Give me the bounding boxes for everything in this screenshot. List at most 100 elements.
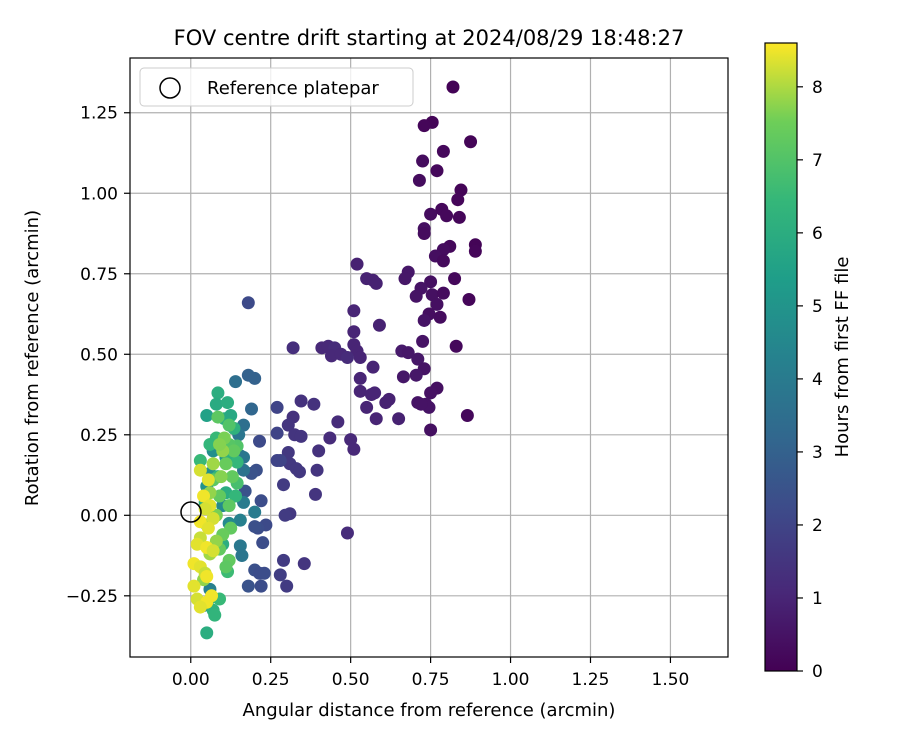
data-point <box>308 487 322 501</box>
data-point <box>460 408 474 422</box>
data-point <box>245 402 259 416</box>
data-point <box>411 352 425 366</box>
data-point <box>214 470 228 484</box>
data-point <box>276 478 290 492</box>
y-tick-label: 0.50 <box>80 345 118 365</box>
data-point <box>248 371 262 385</box>
data-point <box>340 526 354 540</box>
data-point <box>396 370 410 384</box>
data-point <box>430 297 444 311</box>
data-point <box>224 408 238 422</box>
reference-platepar-marker <box>180 501 202 523</box>
data-point <box>468 244 482 258</box>
data-point <box>412 173 426 187</box>
data-point <box>200 408 214 422</box>
colorbar: 0 1 2 3 4 5 6 7 8 Hours from first FF file <box>764 42 853 682</box>
data-point <box>369 276 383 290</box>
data-point <box>219 560 233 574</box>
data-point <box>281 446 295 460</box>
data-point <box>414 397 428 411</box>
data-point <box>248 505 262 519</box>
data-point <box>347 325 361 339</box>
data-point <box>324 349 338 363</box>
data-point <box>238 484 252 498</box>
data-point <box>430 164 444 178</box>
data-point <box>294 394 308 408</box>
data-point <box>312 444 326 458</box>
data-point <box>200 569 214 583</box>
x-tick-label: 0.75 <box>412 670 450 690</box>
data-point <box>276 553 290 567</box>
legend: Reference platepar <box>139 67 414 107</box>
data-point <box>307 397 321 411</box>
y-tick-label: 0.75 <box>80 265 118 285</box>
data-point <box>424 423 438 437</box>
data-point <box>203 437 217 451</box>
data-point <box>417 227 431 241</box>
data-point <box>201 473 215 487</box>
plot-frame <box>129 57 729 658</box>
data-points <box>187 80 482 640</box>
y-tick-label: 1.25 <box>80 104 118 124</box>
legend-reference-label: Reference platepar <box>207 78 379 99</box>
data-point <box>353 351 367 364</box>
data-point <box>273 568 287 582</box>
data-point <box>233 513 247 527</box>
data-point <box>187 579 201 593</box>
x-tick-label: 0.50 <box>332 670 370 690</box>
y-tick-label: −0.25 <box>66 587 118 607</box>
x-axis-ticks: 0.00 0.25 0.50 0.75 1.00 1.25 1.50 <box>172 657 689 690</box>
colorbar-tick-label: 6 <box>812 224 823 244</box>
colorbar-tick-label: 7 <box>812 151 823 171</box>
data-point <box>462 293 476 307</box>
data-point <box>416 154 430 168</box>
data-point <box>254 494 268 508</box>
data-point <box>256 536 270 550</box>
data-point <box>350 257 364 271</box>
data-point <box>229 489 243 503</box>
colorbar-tick-label: 4 <box>812 370 823 390</box>
colorbar-ticks: 0 1 2 3 4 5 6 7 8 <box>797 78 823 682</box>
data-point <box>235 549 249 563</box>
colorbar-tick-label: 5 <box>812 297 823 317</box>
data-point <box>436 254 450 268</box>
data-point <box>270 426 284 440</box>
data-point <box>205 589 219 603</box>
data-point <box>372 318 386 332</box>
data-point <box>209 397 223 411</box>
data-point <box>449 339 463 353</box>
data-point <box>193 454 207 468</box>
y-axis-ticks: −0.25 0.00 0.25 0.50 0.75 1.00 1.25 <box>66 104 130 607</box>
data-point <box>230 455 244 469</box>
x-tick-label: 1.00 <box>492 670 530 690</box>
data-point <box>464 135 478 149</box>
data-point <box>257 566 271 580</box>
data-point <box>347 442 361 456</box>
data-point <box>208 608 222 622</box>
data-point <box>382 392 396 406</box>
data-point <box>292 465 306 479</box>
data-point <box>369 412 383 426</box>
x-axis-label: Angular distance from reference (arcmin) <box>243 700 616 721</box>
data-point <box>222 499 236 513</box>
data-point <box>353 384 367 398</box>
data-point <box>353 371 367 385</box>
legend-reference-marker <box>159 77 181 99</box>
colorbar-tick-label: 2 <box>812 516 823 536</box>
data-point <box>206 544 220 558</box>
data-point <box>416 334 430 348</box>
data-point <box>366 360 380 374</box>
data-point <box>436 286 450 300</box>
data-point <box>409 368 423 382</box>
data-point <box>270 400 284 414</box>
data-point <box>198 502 212 516</box>
data-point <box>254 579 268 593</box>
colorbar-label: Hours from first FF file <box>832 257 853 458</box>
data-point <box>340 351 354 364</box>
data-point <box>360 400 374 414</box>
x-tick-label: 0.25 <box>252 670 290 690</box>
data-point <box>347 304 361 318</box>
data-point <box>193 600 207 614</box>
data-point <box>221 396 235 410</box>
